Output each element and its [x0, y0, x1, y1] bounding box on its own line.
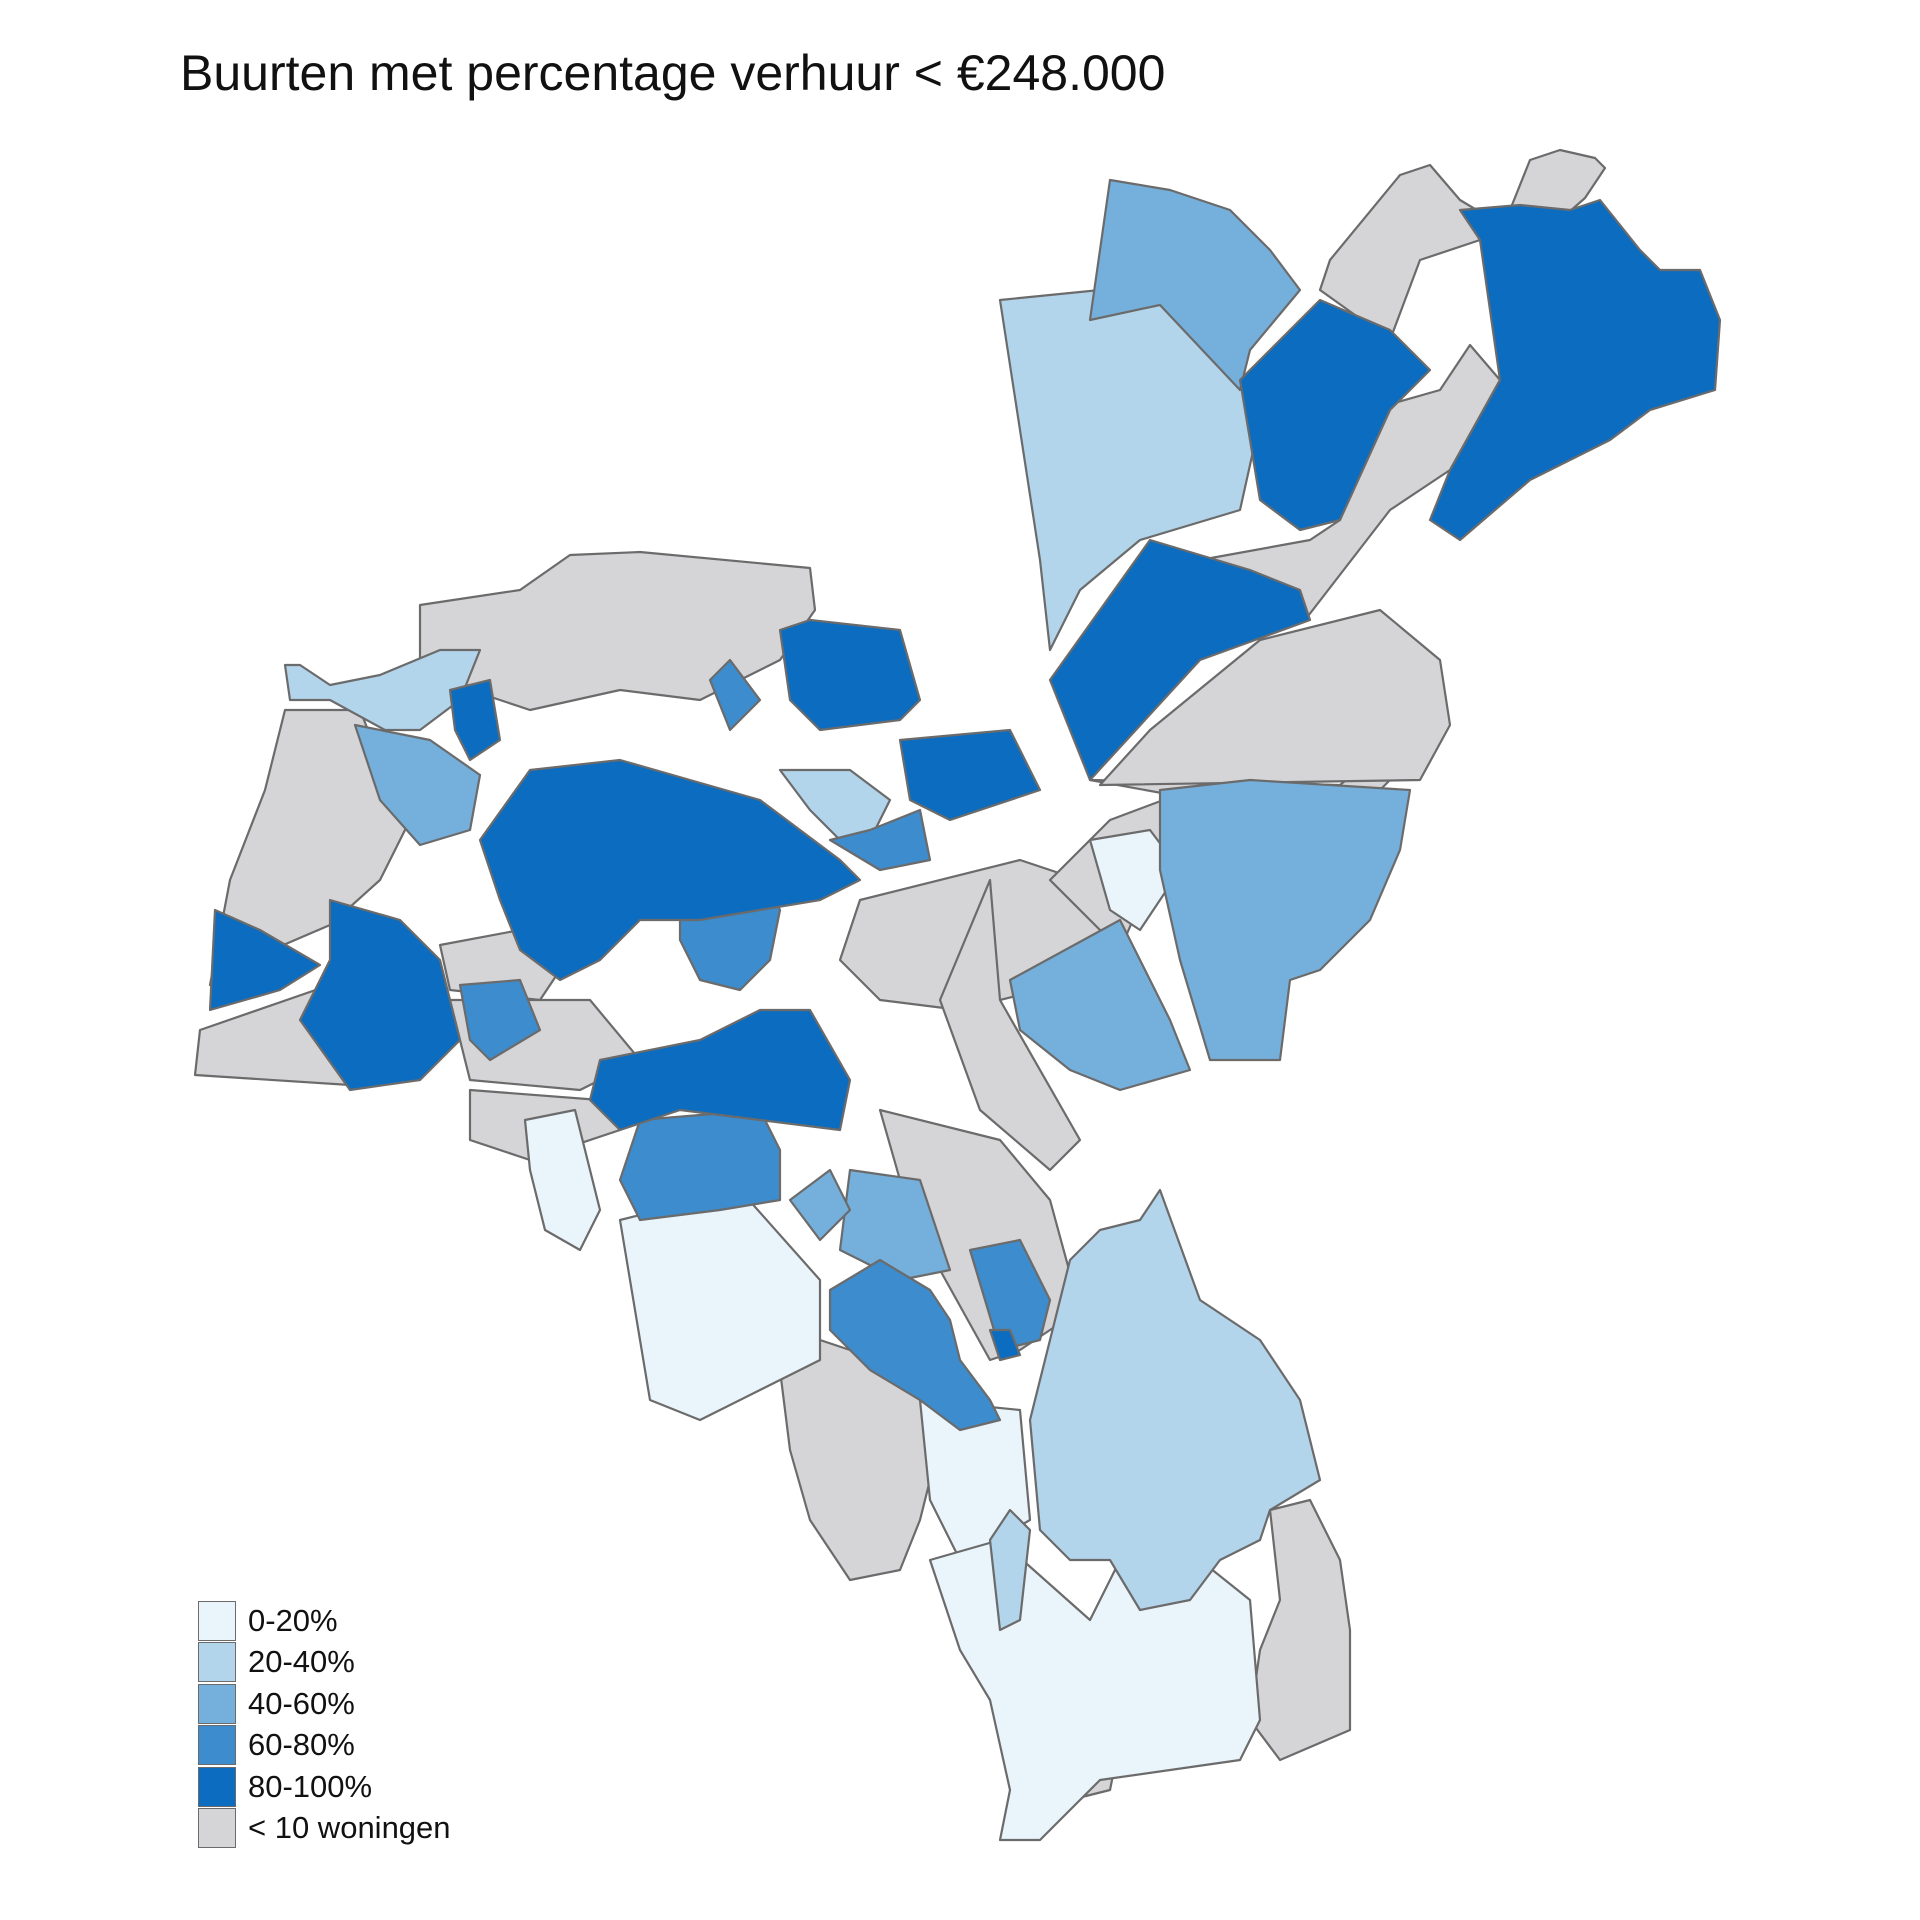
neighbourhood-west-deep — [298, 898, 462, 1092]
legend-label: < 10 woningen — [248, 1810, 451, 1846]
neighbourhood-northeast-band — [1048, 538, 1312, 782]
neighbourhood-east-small-light — [1088, 828, 1182, 932]
neighbourhood-south-dark-small — [988, 1328, 1022, 1362]
map-title: Buurten met percentage verhuur < €248.00… — [180, 45, 1166, 101]
neighbourhoods-80-100 — [208, 198, 1722, 1362]
legend-swatch — [198, 1808, 236, 1849]
neighbourhood-east-mid-2 — [1008, 918, 1192, 1092]
legend-label: 0-20% — [248, 1602, 338, 1638]
neighbourhood-south-mid-2 — [788, 1168, 852, 1242]
neighbourhood-south-core — [588, 1008, 852, 1132]
neighbourhood-northeast-tall — [1238, 298, 1432, 532]
legend-label: 40-60% — [248, 1685, 355, 1721]
neighbourhood-big-east-gray — [1098, 608, 1452, 787]
neighbourhood-south-bottom-light — [928, 1538, 1262, 1842]
neighbourhood-southeast-pale — [1028, 1188, 1322, 1612]
neighbourhood-nw-pale — [283, 648, 482, 732]
neighbourhood-south-pale-small — [988, 1508, 1032, 1632]
legend-label: 80-100% — [248, 1768, 373, 1804]
map-legend: 0-20% 20-40% 40-60% 60-80% 80-100% < 10 … — [198, 1600, 451, 1849]
legend-label: 60-80% — [248, 1727, 355, 1763]
neighbourhood-north-core-2 — [898, 728, 1042, 822]
legend-item-20-40: 20-40% — [198, 1642, 451, 1684]
neighbourhood-southeast-gray — [1248, 1498, 1352, 1762]
legend-swatch — [198, 1725, 236, 1766]
neighbourhood-southwest-light — [523, 1108, 602, 1252]
neighbourhood-south-mid — [838, 1168, 952, 1282]
legend-swatch — [198, 1600, 236, 1641]
neighbourhood-west-core — [448, 678, 502, 762]
legend-item-0-20: 0-20% — [198, 1600, 451, 1642]
legend-item-no-data: < 10 woningen — [198, 1808, 451, 1850]
neighbourhood-south-strong — [828, 1258, 1002, 1432]
legend-swatch — [198, 1766, 236, 1807]
legend-item-80-100: 80-100% — [198, 1766, 451, 1808]
neighbourhood-north-strong — [708, 658, 762, 732]
neighbourhood-center-east-strong — [828, 808, 932, 872]
legend-item-60-80: 60-80% — [198, 1725, 451, 1767]
legend-item-40-60: 40-60% — [198, 1683, 451, 1725]
legend-label: 20-40% — [248, 1644, 355, 1680]
neighbourhood-west-bar — [208, 908, 322, 1012]
neighbourhood-east-large-mid — [1158, 778, 1412, 1062]
legend-swatch — [198, 1642, 236, 1683]
neighbourhood-southwest-strong — [618, 1108, 782, 1222]
neighbourhoods-20-40 — [283, 283, 1322, 1632]
legend-swatch — [198, 1683, 236, 1724]
neighbourhood-west-strong — [458, 978, 542, 1062]
neighbourhood-far-northeast — [1428, 198, 1722, 542]
neighbourhood-mid-corridor-gray — [938, 878, 1082, 1172]
neighbourhoods-40-60 — [353, 178, 1412, 1282]
neighbourhood-center-core — [478, 758, 862, 982]
neighbourhoods-0-20 — [523, 828, 1262, 1842]
neighbourhood-north-core-1 — [778, 618, 922, 732]
neighbourhood-nw-mid — [353, 723, 482, 847]
neighbourhood-north-mid — [1088, 178, 1302, 392]
